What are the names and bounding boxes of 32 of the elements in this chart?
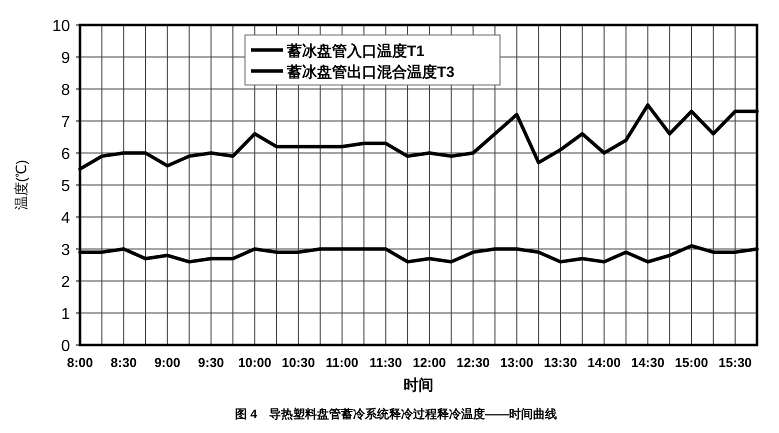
- y-axis-title: 温度(℃): [13, 160, 29, 210]
- x-tick-label: 15:00: [674, 355, 708, 370]
- x-tick-label: 11:30: [369, 355, 402, 370]
- x-tick-label: 9:30: [198, 355, 224, 370]
- legend-label: 蓄冰盘管入口温度T1: [286, 42, 425, 60]
- y-tick-label: 1: [61, 306, 70, 323]
- x-tick-label: 12:00: [412, 355, 446, 370]
- x-tick-label: 10:00: [238, 355, 272, 370]
- x-tick-label: 14:00: [588, 355, 621, 370]
- y-tick-label: 7: [61, 114, 70, 131]
- y-tick-label: 8: [61, 82, 70, 99]
- x-axis-title: 时间: [404, 377, 434, 394]
- y-tick-label: 6: [61, 146, 70, 163]
- y-tick-label: 10: [52, 18, 70, 35]
- y-tick-label: 3: [61, 242, 70, 259]
- y-tick-label: 9: [61, 50, 70, 67]
- y-tick-label: 4: [61, 210, 70, 227]
- x-tick-label: 14:30: [631, 355, 664, 370]
- x-tick-label: 9:00: [154, 355, 180, 370]
- x-tick-label: 13:00: [500, 355, 534, 370]
- y-tick-label: 5: [61, 178, 70, 195]
- y-tick-label: 2: [61, 274, 70, 291]
- x-tick-label: 13:30: [544, 355, 578, 370]
- x-tick-label: 8:00: [66, 355, 94, 370]
- y-tick-label: 0: [61, 338, 70, 355]
- legend-label: 蓄冰盘管出口混合温度T3: [286, 63, 455, 81]
- x-tick-label: 12:30: [456, 355, 490, 370]
- x-tick-label: 10:30: [282, 355, 316, 370]
- x-tick-label: 15:30: [718, 355, 752, 370]
- x-tick-label: 8:30: [110, 355, 137, 370]
- caption: 图 4 导热塑料盘管蓄冷系统释冷过程释冷温度——时间曲线: [235, 407, 558, 421]
- x-tick-label: 11:00: [326, 355, 358, 370]
